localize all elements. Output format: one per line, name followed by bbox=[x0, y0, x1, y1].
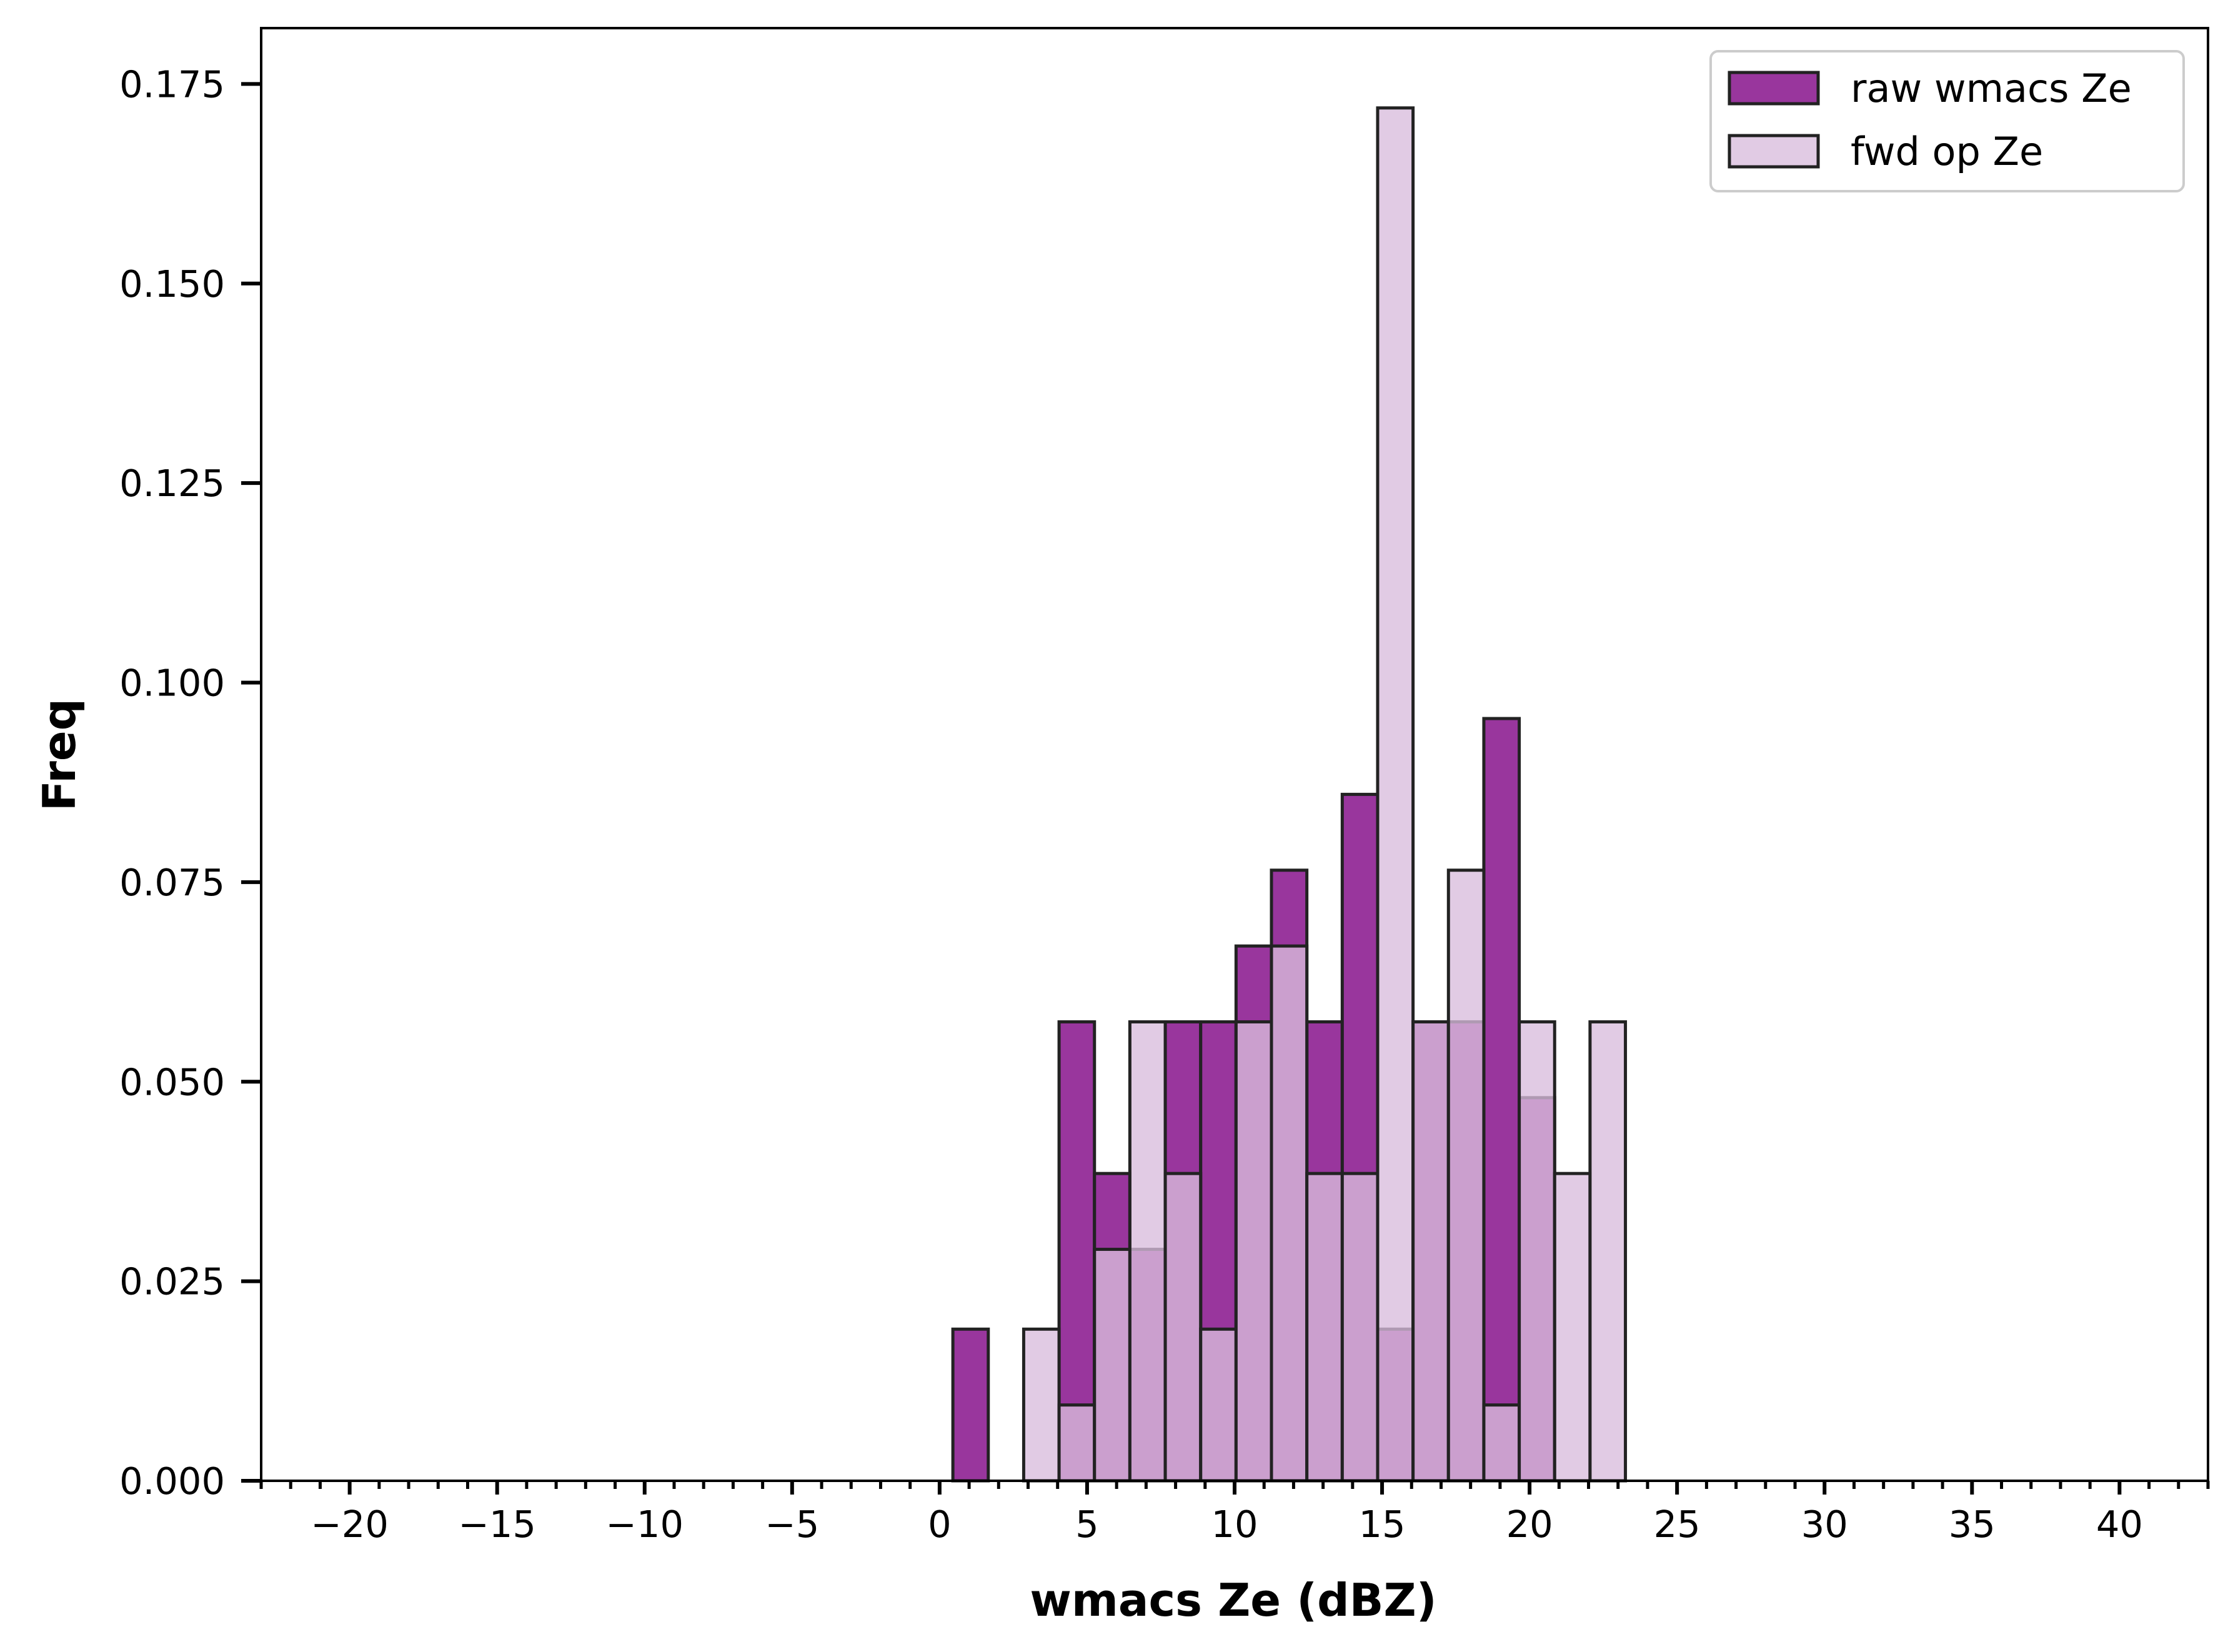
histogram-bar bbox=[1234, 1020, 1273, 1483]
x-tick-label: 15 bbox=[1359, 1503, 1406, 1546]
x-tick-label: 0 bbox=[928, 1503, 952, 1546]
legend-swatch-raw bbox=[1728, 71, 1820, 106]
y-axis-title: Freq bbox=[33, 699, 86, 811]
x-tick-label: 40 bbox=[2096, 1503, 2143, 1546]
histogram-bar bbox=[1057, 1403, 1097, 1483]
histogram-bar bbox=[1022, 1327, 1061, 1483]
x-tick-label: 30 bbox=[1801, 1503, 1848, 1546]
histogram-bar bbox=[1553, 1172, 1592, 1483]
plot-area: −20 −15 −10 −5 0 5 10 15 20 25 30 35 40 0.000 0.025 0.0… bbox=[119, 27, 2210, 1546]
y-tick-label: 0.000 bbox=[119, 1460, 225, 1503]
x-tick-label: 10 bbox=[1211, 1503, 1258, 1546]
series-1 bbox=[1022, 106, 1628, 1483]
histogram-bar bbox=[1093, 1248, 1131, 1483]
legend-box bbox=[1709, 50, 2185, 192]
x-tick-label: 5 bbox=[1075, 1503, 1099, 1546]
histogram-bar bbox=[1588, 1020, 1628, 1483]
x-tick-label: −5 bbox=[765, 1503, 819, 1546]
histogram-bar bbox=[1411, 1020, 1450, 1483]
x-tick-label: 35 bbox=[1949, 1503, 1996, 1546]
y-tick-label: 0.050 bbox=[119, 1060, 225, 1103]
x-tick-label: 20 bbox=[1506, 1503, 1553, 1546]
y-tick-label: 0.125 bbox=[119, 462, 225, 505]
y-tick-label: 0.075 bbox=[119, 861, 225, 904]
y-tick-label: 0.025 bbox=[119, 1260, 225, 1303]
legend-label-raw: raw wmacs Ze bbox=[1851, 66, 2132, 111]
histogram-bar bbox=[1482, 1403, 1521, 1483]
histogram-bar bbox=[1128, 1020, 1167, 1483]
y-tick-label: 0.150 bbox=[119, 262, 225, 306]
histogram-bar bbox=[1376, 106, 1415, 1483]
x-axis-title: wmacs Ze (dBZ) bbox=[1030, 1574, 1436, 1626]
histogram-bar bbox=[1305, 1172, 1344, 1483]
y-tick-label: 0.175 bbox=[119, 62, 225, 106]
histogram-bar bbox=[1518, 1020, 1556, 1483]
x-tick-label: −15 bbox=[458, 1503, 536, 1546]
x-tick-label: −20 bbox=[311, 1503, 389, 1546]
histogram-bar bbox=[1270, 944, 1309, 1483]
histogram-bar bbox=[951, 1327, 990, 1483]
legend-label-fwd: fwd op Ze bbox=[1851, 129, 2043, 174]
legend-swatch-fwd bbox=[1728, 134, 1820, 169]
histogram-bar bbox=[1482, 717, 1521, 1483]
histogram-bar bbox=[1446, 868, 1486, 1483]
y-tick-label: 0.100 bbox=[119, 662, 225, 705]
legend: raw wmacs Ze fwd op Ze bbox=[1709, 50, 2185, 192]
histogram-bar bbox=[1199, 1327, 1238, 1483]
histogram-bar bbox=[1340, 1172, 1380, 1483]
x-tick-label: 25 bbox=[1654, 1503, 1701, 1546]
histogram-bar bbox=[1163, 1172, 1203, 1483]
x-tick-label: −10 bbox=[605, 1503, 684, 1546]
